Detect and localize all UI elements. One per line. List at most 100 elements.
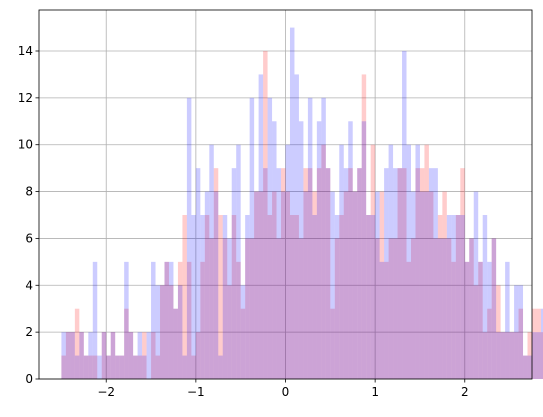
histogram-bar-series-2 xyxy=(540,308,543,379)
histogram-bar-series-1 xyxy=(227,285,232,379)
histogram-bar-series-2 xyxy=(523,355,528,379)
histogram-bar-series-1 xyxy=(366,215,371,379)
histogram-bar-series-2 xyxy=(70,332,75,379)
histogram-bar-series-2 xyxy=(366,215,371,379)
histogram-bar-series-2 xyxy=(168,261,174,379)
histogram-bar-series-1 xyxy=(209,238,214,379)
histogram-bar-series-1 xyxy=(101,332,107,379)
x-tick-label: −1 xyxy=(187,385,205,399)
histogram-bar-series-1 xyxy=(410,238,416,379)
histogram-bar-series-1 xyxy=(74,308,80,379)
histogram-bar-series-1 xyxy=(388,238,394,379)
histogram-bar-series-1 xyxy=(361,74,367,379)
histogram-bar-series-1 xyxy=(240,308,246,379)
histogram-bar-series-2 xyxy=(272,121,277,380)
histogram-bar-series-1 xyxy=(258,191,264,379)
histogram-bar-series-1 xyxy=(370,144,376,379)
histogram-bar-series-1 xyxy=(231,215,237,379)
histogram-bar-series-1 xyxy=(245,238,250,379)
histogram-bar-series-2 xyxy=(505,261,510,379)
histogram-bar-series-2 xyxy=(460,215,465,379)
histogram-bar-series-2 xyxy=(124,261,129,379)
y-tick-label: 8 xyxy=(25,185,33,199)
histogram-bar-series-2 xyxy=(393,168,398,379)
histogram-bar-series-1 xyxy=(151,332,156,379)
histogram-bar-series-1 xyxy=(88,355,93,379)
histogram-bar-series-2 xyxy=(402,51,407,379)
histogram-bar-series-1 xyxy=(106,355,111,379)
histogram-bar-series-2 xyxy=(496,332,501,379)
histogram-bar-series-1 xyxy=(505,332,510,379)
histogram-bar-series-2 xyxy=(343,168,349,379)
histogram-bar-series-2 xyxy=(267,97,273,379)
histogram-bar-series-2 xyxy=(478,261,483,379)
histogram-bar-series-2 xyxy=(231,168,237,379)
histogram-bar-series-2 xyxy=(115,355,120,379)
y-tick-label: 6 xyxy=(25,231,33,245)
histogram-bar-series-1 xyxy=(352,191,358,379)
histogram-bar-series-1 xyxy=(491,238,497,379)
histogram-bar-series-2 xyxy=(442,238,447,379)
histogram-bar-series-2 xyxy=(415,144,420,379)
histogram-bar-series-1 xyxy=(272,191,277,379)
histogram-bar-series-2 xyxy=(182,355,187,379)
histogram-bar-series-2 xyxy=(357,168,362,379)
histogram-bar-series-2 xyxy=(397,168,403,379)
histogram-bar-series-1 xyxy=(218,215,223,379)
histogram-bar-series-1 xyxy=(177,261,183,379)
histogram-bar-series-2 xyxy=(532,332,537,379)
histogram-bar-series-1 xyxy=(540,332,543,379)
histogram-bar-series-1 xyxy=(375,238,380,379)
histogram-bar-series-1 xyxy=(442,191,447,379)
histogram-bar-series-1 xyxy=(164,261,169,379)
histogram-bar-series-1 xyxy=(307,168,313,379)
y-tick-label: 0 xyxy=(25,372,33,386)
histogram-bar-series-1 xyxy=(415,168,420,379)
histogram-bar-series-2 xyxy=(151,261,156,379)
histogram-bar-series-1 xyxy=(182,215,187,379)
histogram-bar-series-2 xyxy=(240,285,246,379)
histogram-bar-series-2 xyxy=(137,332,143,379)
histogram-bar-series-2 xyxy=(218,355,223,379)
histogram-bar-series-2 xyxy=(321,97,326,379)
histogram-bar-series-2 xyxy=(509,332,515,379)
histogram-bar-series-1 xyxy=(514,332,519,379)
histogram-bar-series-2 xyxy=(209,144,214,379)
histogram-bar-series-1 xyxy=(384,261,389,379)
histogram-bar-series-2 xyxy=(361,121,367,380)
y-tick-label: 12 xyxy=(18,91,33,105)
histogram-bar-series-1 xyxy=(419,168,425,379)
histogram-bar-series-1 xyxy=(173,308,178,379)
x-tick-label: 2 xyxy=(461,385,469,399)
histogram-bar-series-2 xyxy=(83,355,89,379)
histogram-bar-series-1 xyxy=(92,355,98,379)
histogram-bar-series-2 xyxy=(294,74,299,379)
histogram-bar-series-2 xyxy=(334,215,340,379)
histogram-bar-series-2 xyxy=(164,261,169,379)
histogram-bar-series-2 xyxy=(133,355,138,379)
histogram-bar-series-1 xyxy=(281,168,286,379)
histogram-bar-series-2 xyxy=(433,168,438,379)
histogram-bar-series-1 xyxy=(433,238,438,379)
histogram-bar-series-1 xyxy=(496,285,501,379)
x-tick-label: −2 xyxy=(97,385,115,399)
histogram-bar-series-1 xyxy=(115,355,120,379)
histogram-bar-series-1 xyxy=(402,168,407,379)
histogram-bar-series-1 xyxy=(200,261,205,379)
histogram-bar-series-1 xyxy=(61,355,66,379)
histogram-bar-series-1 xyxy=(137,355,143,379)
histogram-bar-series-1 xyxy=(79,332,84,379)
histogram-bar-series-1 xyxy=(527,332,532,379)
histogram-bar-series-1 xyxy=(168,285,174,379)
histogram-bar-series-2 xyxy=(518,285,524,379)
y-tick-label: 2 xyxy=(25,325,33,339)
histogram-bar-series-1 xyxy=(186,261,192,379)
y-tick-label: 14 xyxy=(18,44,33,58)
histogram-bar-series-1 xyxy=(236,261,241,379)
histogram-bar-series-2 xyxy=(61,332,66,379)
histogram-bar-series-1 xyxy=(289,215,295,379)
histogram-bar-series-1 xyxy=(110,332,116,379)
histogram-bar-series-1 xyxy=(213,168,219,379)
